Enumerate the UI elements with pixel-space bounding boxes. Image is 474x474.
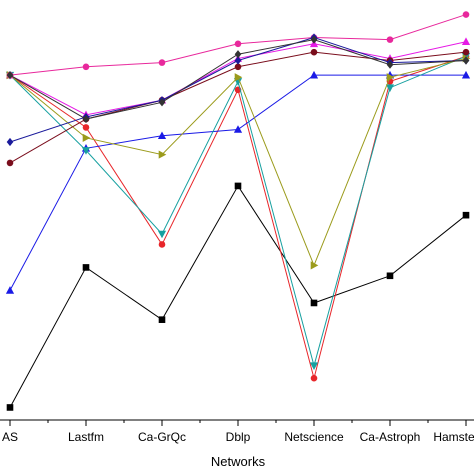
data-point (386, 73, 395, 82)
x-tick-label: Hamsterster (433, 430, 474, 444)
data-point (82, 124, 90, 131)
data-point (158, 241, 166, 248)
data-point (6, 404, 14, 411)
data-point (386, 272, 394, 280)
data-point (82, 63, 90, 71)
data-point (81, 147, 91, 155)
data-point (5, 286, 15, 294)
data-point (386, 60, 394, 69)
data-point (310, 35, 318, 44)
data-point (6, 71, 14, 80)
data-point (234, 182, 242, 190)
data-point (386, 36, 394, 43)
x-tick-label: AS (2, 430, 18, 444)
x-tick-labels: AS Lastfm Ca-GrQc Dblp Netscience Ca-Astroph H… (2, 430, 474, 444)
x-tick-label: Ca-Astroph (360, 430, 421, 444)
data-point (158, 59, 166, 66)
x-axis (0, 419, 474, 426)
data-point (157, 131, 167, 140)
data-point (309, 70, 319, 79)
data-point (234, 50, 242, 59)
data-point (462, 11, 470, 18)
x-tick-label: Lastfm (68, 430, 104, 444)
data-point (310, 299, 318, 307)
data-point (461, 70, 471, 79)
data-point (234, 56, 242, 65)
data-point (462, 56, 470, 65)
x-axis-title: Networks (211, 454, 266, 469)
data-point (310, 48, 318, 56)
data-point (82, 114, 90, 124)
data-point (310, 261, 319, 270)
data-point (82, 264, 90, 271)
data-point (233, 125, 243, 133)
data-point (234, 40, 242, 48)
data-point (158, 98, 166, 107)
data-point (310, 374, 318, 382)
series-line (9, 184, 467, 408)
data-point (6, 137, 14, 147)
data-point (234, 73, 243, 82)
data-point (462, 48, 470, 56)
data-point (158, 316, 166, 323)
data-point (385, 84, 395, 92)
data-point (234, 63, 242, 71)
x-tick-label: Ca-GrQc (138, 430, 186, 444)
x-tick-label: Netscience (284, 430, 344, 444)
data-point (309, 362, 319, 370)
plot-area (5, 11, 471, 411)
data-point (462, 211, 470, 219)
data-point (6, 159, 14, 167)
data-point (82, 133, 91, 142)
data-point (461, 37, 471, 46)
x-tick-label: Dblp (226, 430, 251, 444)
data-point (158, 150, 167, 159)
series-line (9, 55, 467, 368)
data-point (157, 230, 167, 239)
series-line (9, 55, 467, 381)
